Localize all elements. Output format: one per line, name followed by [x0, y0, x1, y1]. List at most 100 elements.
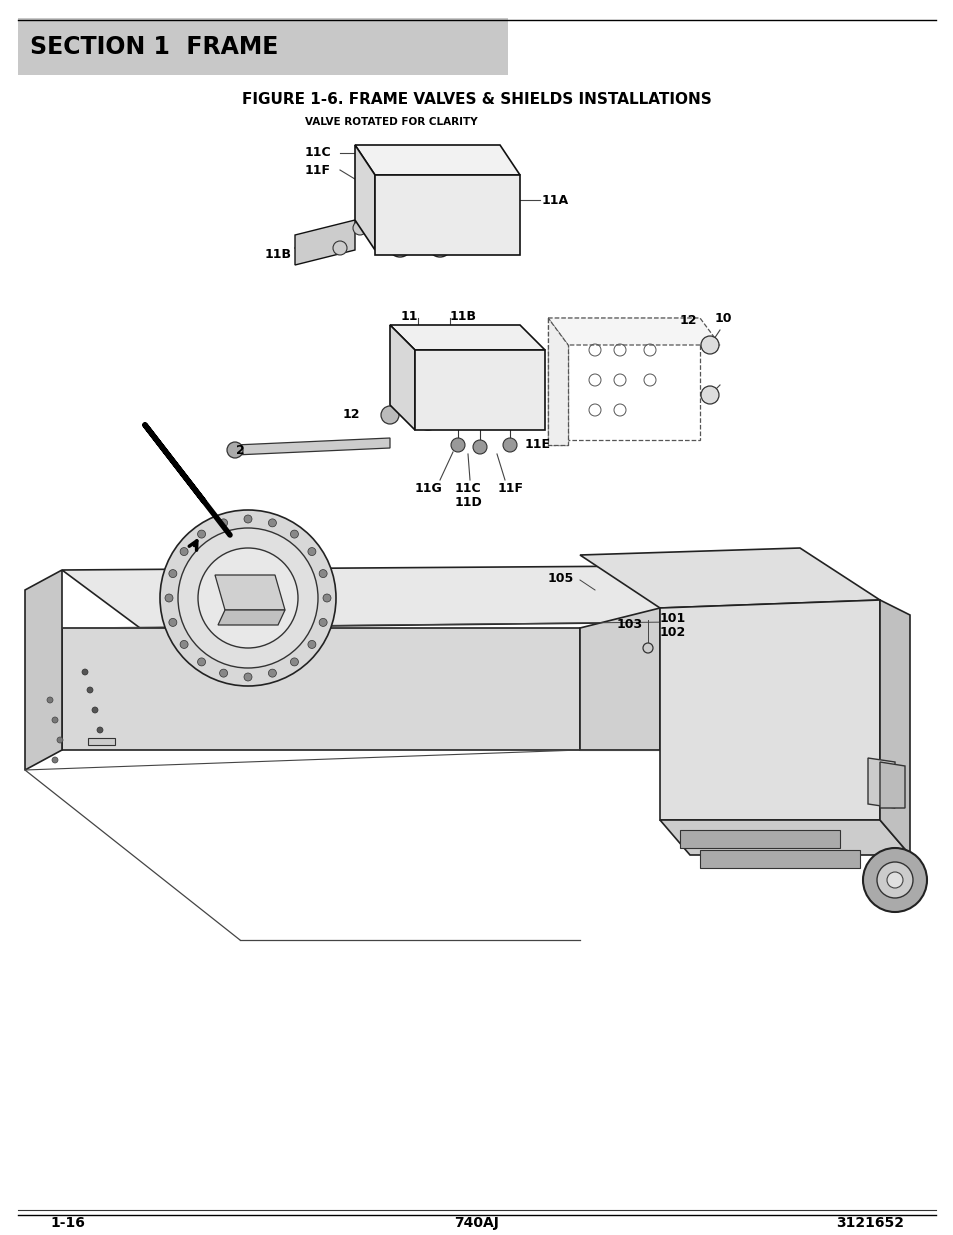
- Circle shape: [244, 515, 252, 522]
- Circle shape: [308, 547, 315, 556]
- Polygon shape: [579, 548, 879, 608]
- Circle shape: [169, 569, 176, 578]
- Circle shape: [475, 156, 484, 165]
- Polygon shape: [579, 608, 659, 750]
- Circle shape: [308, 641, 315, 648]
- Polygon shape: [659, 600, 879, 820]
- Polygon shape: [355, 144, 519, 175]
- Polygon shape: [659, 820, 909, 855]
- Text: VALVE ROTATED FOR CLARITY: VALVE ROTATED FOR CLARITY: [305, 117, 477, 127]
- Polygon shape: [390, 325, 415, 430]
- Circle shape: [197, 530, 205, 538]
- Text: 11B: 11B: [265, 248, 292, 262]
- Circle shape: [886, 872, 902, 888]
- Text: 11F: 11F: [497, 482, 523, 494]
- Circle shape: [178, 529, 317, 668]
- Polygon shape: [390, 325, 544, 350]
- Circle shape: [219, 669, 228, 677]
- Polygon shape: [879, 762, 904, 808]
- Polygon shape: [88, 739, 115, 745]
- Text: 11F: 11F: [305, 163, 331, 177]
- Circle shape: [700, 336, 719, 354]
- Polygon shape: [879, 600, 909, 855]
- Text: 101: 101: [659, 611, 685, 625]
- Text: 12: 12: [342, 409, 359, 421]
- Circle shape: [91, 706, 98, 713]
- Text: 11E: 11E: [524, 437, 551, 451]
- Text: 11C: 11C: [455, 482, 481, 494]
- Circle shape: [87, 687, 92, 693]
- Circle shape: [495, 161, 504, 170]
- Circle shape: [219, 519, 228, 527]
- Circle shape: [380, 406, 398, 424]
- Text: 11D: 11D: [455, 495, 482, 509]
- Circle shape: [862, 848, 926, 911]
- Text: 105: 105: [547, 572, 574, 584]
- Circle shape: [423, 204, 456, 236]
- Polygon shape: [355, 144, 375, 249]
- Text: 102: 102: [659, 626, 685, 640]
- Circle shape: [386, 206, 414, 233]
- Polygon shape: [234, 438, 390, 454]
- Circle shape: [47, 697, 53, 703]
- Text: 11G: 11G: [415, 482, 442, 494]
- Text: 103: 103: [617, 619, 642, 631]
- Polygon shape: [415, 350, 544, 430]
- Circle shape: [197, 658, 205, 666]
- Text: SECTION 1  FRAME: SECTION 1 FRAME: [30, 35, 278, 59]
- Circle shape: [268, 519, 276, 527]
- Circle shape: [169, 619, 176, 626]
- Circle shape: [97, 727, 103, 734]
- Circle shape: [57, 737, 63, 743]
- Circle shape: [454, 379, 481, 408]
- Circle shape: [428, 233, 452, 257]
- Circle shape: [488, 382, 512, 405]
- Circle shape: [454, 154, 465, 165]
- Circle shape: [429, 359, 451, 382]
- Polygon shape: [218, 610, 285, 625]
- Circle shape: [473, 440, 486, 454]
- Circle shape: [353, 221, 367, 235]
- Polygon shape: [547, 345, 567, 445]
- Circle shape: [459, 358, 479, 378]
- Circle shape: [319, 569, 327, 578]
- Polygon shape: [700, 850, 859, 868]
- Circle shape: [52, 718, 58, 722]
- Polygon shape: [547, 317, 567, 445]
- Circle shape: [268, 669, 276, 677]
- Circle shape: [52, 757, 58, 763]
- Circle shape: [82, 669, 88, 676]
- Polygon shape: [62, 564, 879, 629]
- Circle shape: [160, 510, 335, 685]
- Circle shape: [290, 530, 298, 538]
- Text: 11A: 11A: [541, 194, 569, 206]
- Circle shape: [451, 438, 464, 452]
- Circle shape: [390, 185, 410, 205]
- Text: 1-16: 1-16: [50, 1216, 85, 1230]
- Circle shape: [388, 233, 412, 257]
- Circle shape: [420, 382, 449, 409]
- Polygon shape: [294, 220, 355, 266]
- Polygon shape: [214, 576, 285, 610]
- Text: 740AJ: 740AJ: [454, 1216, 499, 1230]
- Polygon shape: [62, 629, 579, 750]
- Text: 11C: 11C: [305, 147, 332, 159]
- Circle shape: [180, 547, 188, 556]
- Circle shape: [502, 438, 517, 452]
- Text: 2: 2: [236, 443, 245, 457]
- Text: 11B: 11B: [450, 310, 476, 322]
- Text: FIGURE 1-6. FRAME VALVES & SHIELDS INSTALLATIONS: FIGURE 1-6. FRAME VALVES & SHIELDS INSTA…: [242, 93, 711, 107]
- Circle shape: [227, 442, 243, 458]
- Text: 11: 11: [400, 310, 417, 322]
- Text: 12: 12: [679, 314, 697, 326]
- Circle shape: [198, 548, 297, 648]
- Polygon shape: [679, 830, 840, 848]
- Circle shape: [427, 186, 442, 203]
- Circle shape: [876, 862, 912, 898]
- Circle shape: [290, 658, 298, 666]
- Circle shape: [489, 359, 504, 375]
- Circle shape: [416, 406, 439, 430]
- Text: 3121652: 3121652: [835, 1216, 903, 1230]
- Circle shape: [244, 673, 252, 680]
- Polygon shape: [25, 571, 62, 769]
